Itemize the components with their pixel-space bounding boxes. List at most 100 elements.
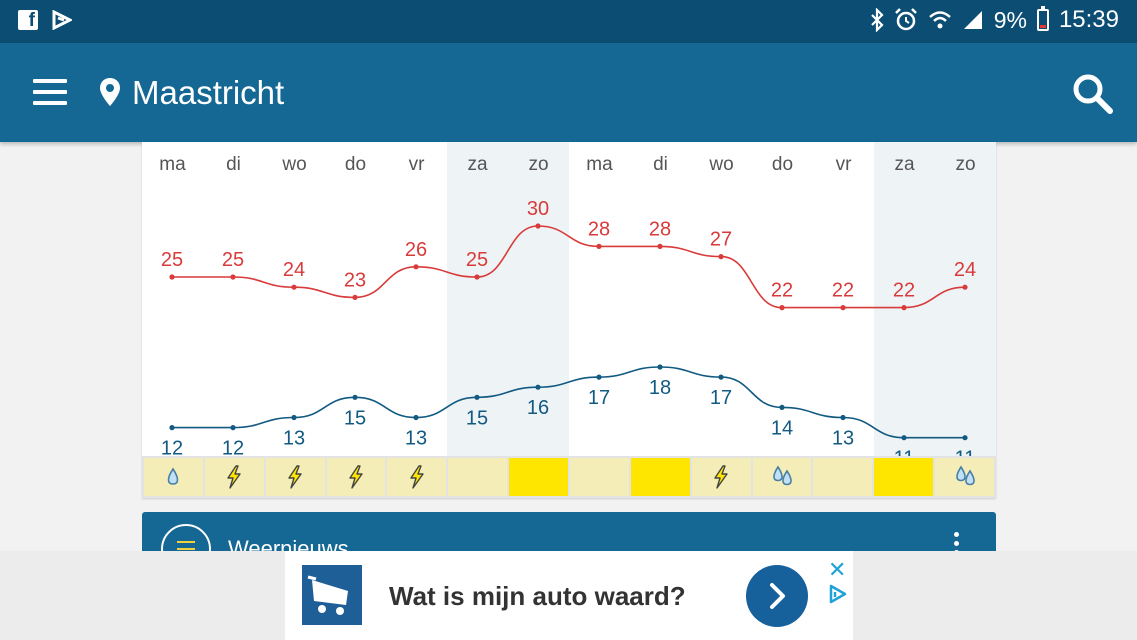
high-temp-line: [172, 225, 966, 309]
ad-headline[interactable]: Wat is mijn auto waard?: [389, 581, 686, 611]
high-temp-label: 25: [466, 249, 488, 271]
day-label: za: [894, 154, 915, 175]
lightning-icon: [410, 465, 424, 489]
weekend-column: [874, 142, 935, 456]
day-label: wo: [282, 154, 307, 175]
low-temp-point: [596, 374, 602, 380]
high-temp-point: [840, 305, 846, 311]
low-temp-point: [779, 404, 785, 410]
high-temp-label: 24: [954, 259, 976, 281]
sunny-cell[interactable]: [630, 458, 690, 496]
weekend-column: [447, 142, 508, 456]
high-temp-point: [535, 223, 541, 229]
lightning-icon: [227, 465, 241, 489]
low-temp-line: [172, 366, 965, 439]
high-temp-point: [962, 284, 968, 290]
location-pin-icon: [100, 78, 120, 106]
high-temp-label: 28: [649, 218, 671, 240]
wifi-icon: [928, 11, 951, 29]
low-temp-point: [291, 414, 297, 421]
alarm-icon: [894, 8, 917, 31]
sunny-cell[interactable]: [509, 458, 569, 496]
weather-icon-row: [142, 456, 996, 498]
heavy-rain-icon: [773, 465, 792, 486]
search-icon[interactable]: [1072, 73, 1114, 115]
temperature-chart: 25 25 24 23 26 25 30 28 28 27 22 22 22 24 12 12 13 15 13 15…: [161, 198, 976, 470]
weather-cell[interactable]: [204, 458, 264, 496]
low-temp-point: [230, 425, 236, 431]
weather-cell[interactable]: [387, 458, 447, 496]
low-temp-label: 12: [222, 438, 244, 460]
day-label: do: [771, 154, 794, 175]
sunny-cell[interactable]: [874, 458, 934, 496]
low-temp-label: 12: [161, 438, 183, 460]
weather-cell[interactable]: [448, 458, 508, 496]
high-temp-label: 28: [588, 218, 610, 240]
weather-cell[interactable]: [326, 458, 386, 496]
day-label: wo: [709, 154, 734, 175]
low-temp-label: 14: [771, 417, 793, 439]
clock: 15:39: [1058, 6, 1119, 33]
day-label: di: [226, 154, 241, 175]
high-temp-label: 25: [222, 249, 244, 271]
day-label: do: [344, 154, 367, 175]
high-temp-point: [779, 305, 785, 311]
lightning-icon: [714, 465, 728, 489]
lightning-icon: [349, 465, 363, 489]
day-label: za: [467, 154, 488, 175]
low-temp-label: 15: [466, 407, 488, 429]
low-temp-label: 17: [588, 387, 610, 409]
low-temp-point: [962, 435, 968, 441]
app-bar: Maastricht: [0, 43, 1137, 142]
day-label: zo: [955, 154, 976, 175]
low-temp-label: 18: [649, 377, 671, 399]
weather-cell[interactable]: [935, 458, 995, 496]
ad-open-button[interactable]: [746, 565, 808, 627]
status-bar: f 9% 15:39: [0, 0, 1137, 43]
high-temp-point: [596, 243, 602, 249]
weekend-column: [508, 142, 569, 456]
high-temp-label: 22: [771, 280, 793, 302]
high-temp-point: [413, 264, 419, 270]
flipboard-icon: [52, 10, 72, 30]
weather-cell[interactable]: [265, 458, 325, 496]
raindrop-icon: [168, 467, 179, 485]
bluetooth-icon: [870, 8, 884, 32]
ad-close-icon[interactable]: ✕: [828, 557, 847, 582]
high-temp-point: [718, 254, 724, 260]
day-label: ma: [586, 154, 613, 175]
ad-content[interactable]: Wat is mijn auto waard? ✕: [285, 551, 853, 640]
day-label: ma: [159, 154, 186, 175]
high-temp-label: 24: [283, 259, 305, 281]
adchoices-icon[interactable]: [827, 583, 849, 605]
weather-cell[interactable]: [691, 458, 751, 496]
low-temp-point: [840, 414, 846, 421]
lightning-icon: [288, 465, 302, 489]
high-temp-point: [169, 274, 175, 280]
low-temp-point: [901, 435, 907, 441]
low-temp-label: 13: [832, 428, 854, 450]
high-temp-label: 22: [832, 280, 854, 302]
battery-percentage: 9%: [993, 6, 1027, 33]
weather-cell[interactable]: [144, 458, 203, 496]
weather-cell[interactable]: [813, 458, 873, 496]
facebook-icon: f: [18, 10, 38, 31]
menu-icon[interactable]: [33, 79, 67, 105]
weather-cell[interactable]: [570, 458, 629, 496]
ad-banner: Wat is mijn auto waard? ✕: [0, 551, 1137, 640]
low-temp-point: [169, 425, 175, 431]
low-temp-label: 13: [283, 428, 305, 450]
high-temp-point: [657, 243, 663, 249]
low-temp-point: [535, 384, 541, 390]
location-title[interactable]: Maastricht: [132, 74, 285, 111]
weather-cell[interactable]: [752, 458, 812, 496]
high-temp-point: [352, 294, 358, 300]
high-temp-label: 23: [344, 269, 366, 291]
forecast-card: ma di wo do vr za zo ma di wo do vr za zo 25 25 24 23 26 2…: [142, 142, 996, 498]
day-label: di: [653, 154, 668, 175]
high-temp-label: 25: [161, 249, 183, 271]
day-label: zo: [528, 154, 549, 175]
weekend-column: [935, 142, 996, 456]
chevron-right-icon: [770, 583, 785, 609]
high-temp-point: [474, 274, 480, 280]
